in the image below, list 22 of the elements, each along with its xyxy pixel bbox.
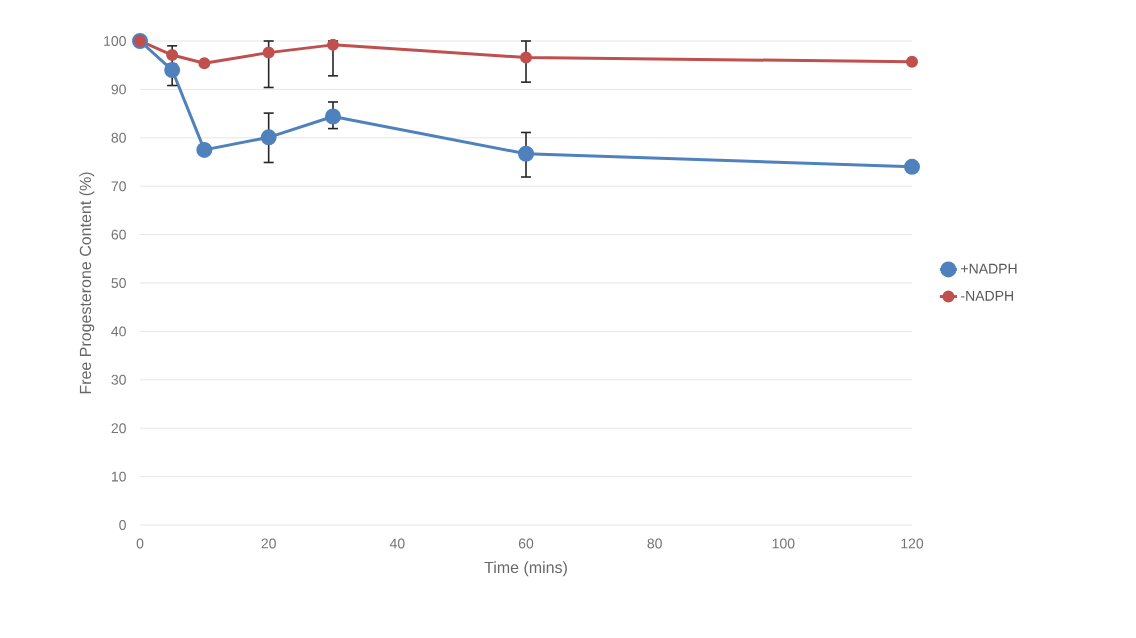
x-tick-label: 80 <box>647 538 662 549</box>
y-tick-label: 80 <box>111 132 126 143</box>
y-tick-label: 60 <box>111 229 126 240</box>
x-tick-label: 120 <box>901 538 924 549</box>
x-tick-label: 100 <box>772 538 795 549</box>
legend-label: -NADPH <box>961 291 1013 301</box>
y-tick-label: 100 <box>104 36 126 46</box>
y-tick-label: 0 <box>119 520 126 530</box>
y-tick-label: 50 <box>111 278 126 288</box>
x-tick-label: 20 <box>261 538 276 549</box>
x-tick-label: 0 <box>136 538 144 549</box>
y-tick-label: 40 <box>111 326 126 337</box>
y-axis-title: Free Progesterone Content (%) <box>79 172 95 394</box>
y-tick-label: 10 <box>111 471 126 482</box>
legend-label: +NADPH <box>961 263 1017 274</box>
y-tick-label: 70 <box>111 181 126 192</box>
x-axis-title: Time (mins) <box>484 561 567 577</box>
y-tick-label: 20 <box>111 423 126 434</box>
x-tick-label: 40 <box>389 538 405 549</box>
y-tick-label: 90 <box>111 84 126 95</box>
x-tick-label: 60 <box>518 538 534 549</box>
y-tick-label: 30 <box>111 374 126 385</box>
